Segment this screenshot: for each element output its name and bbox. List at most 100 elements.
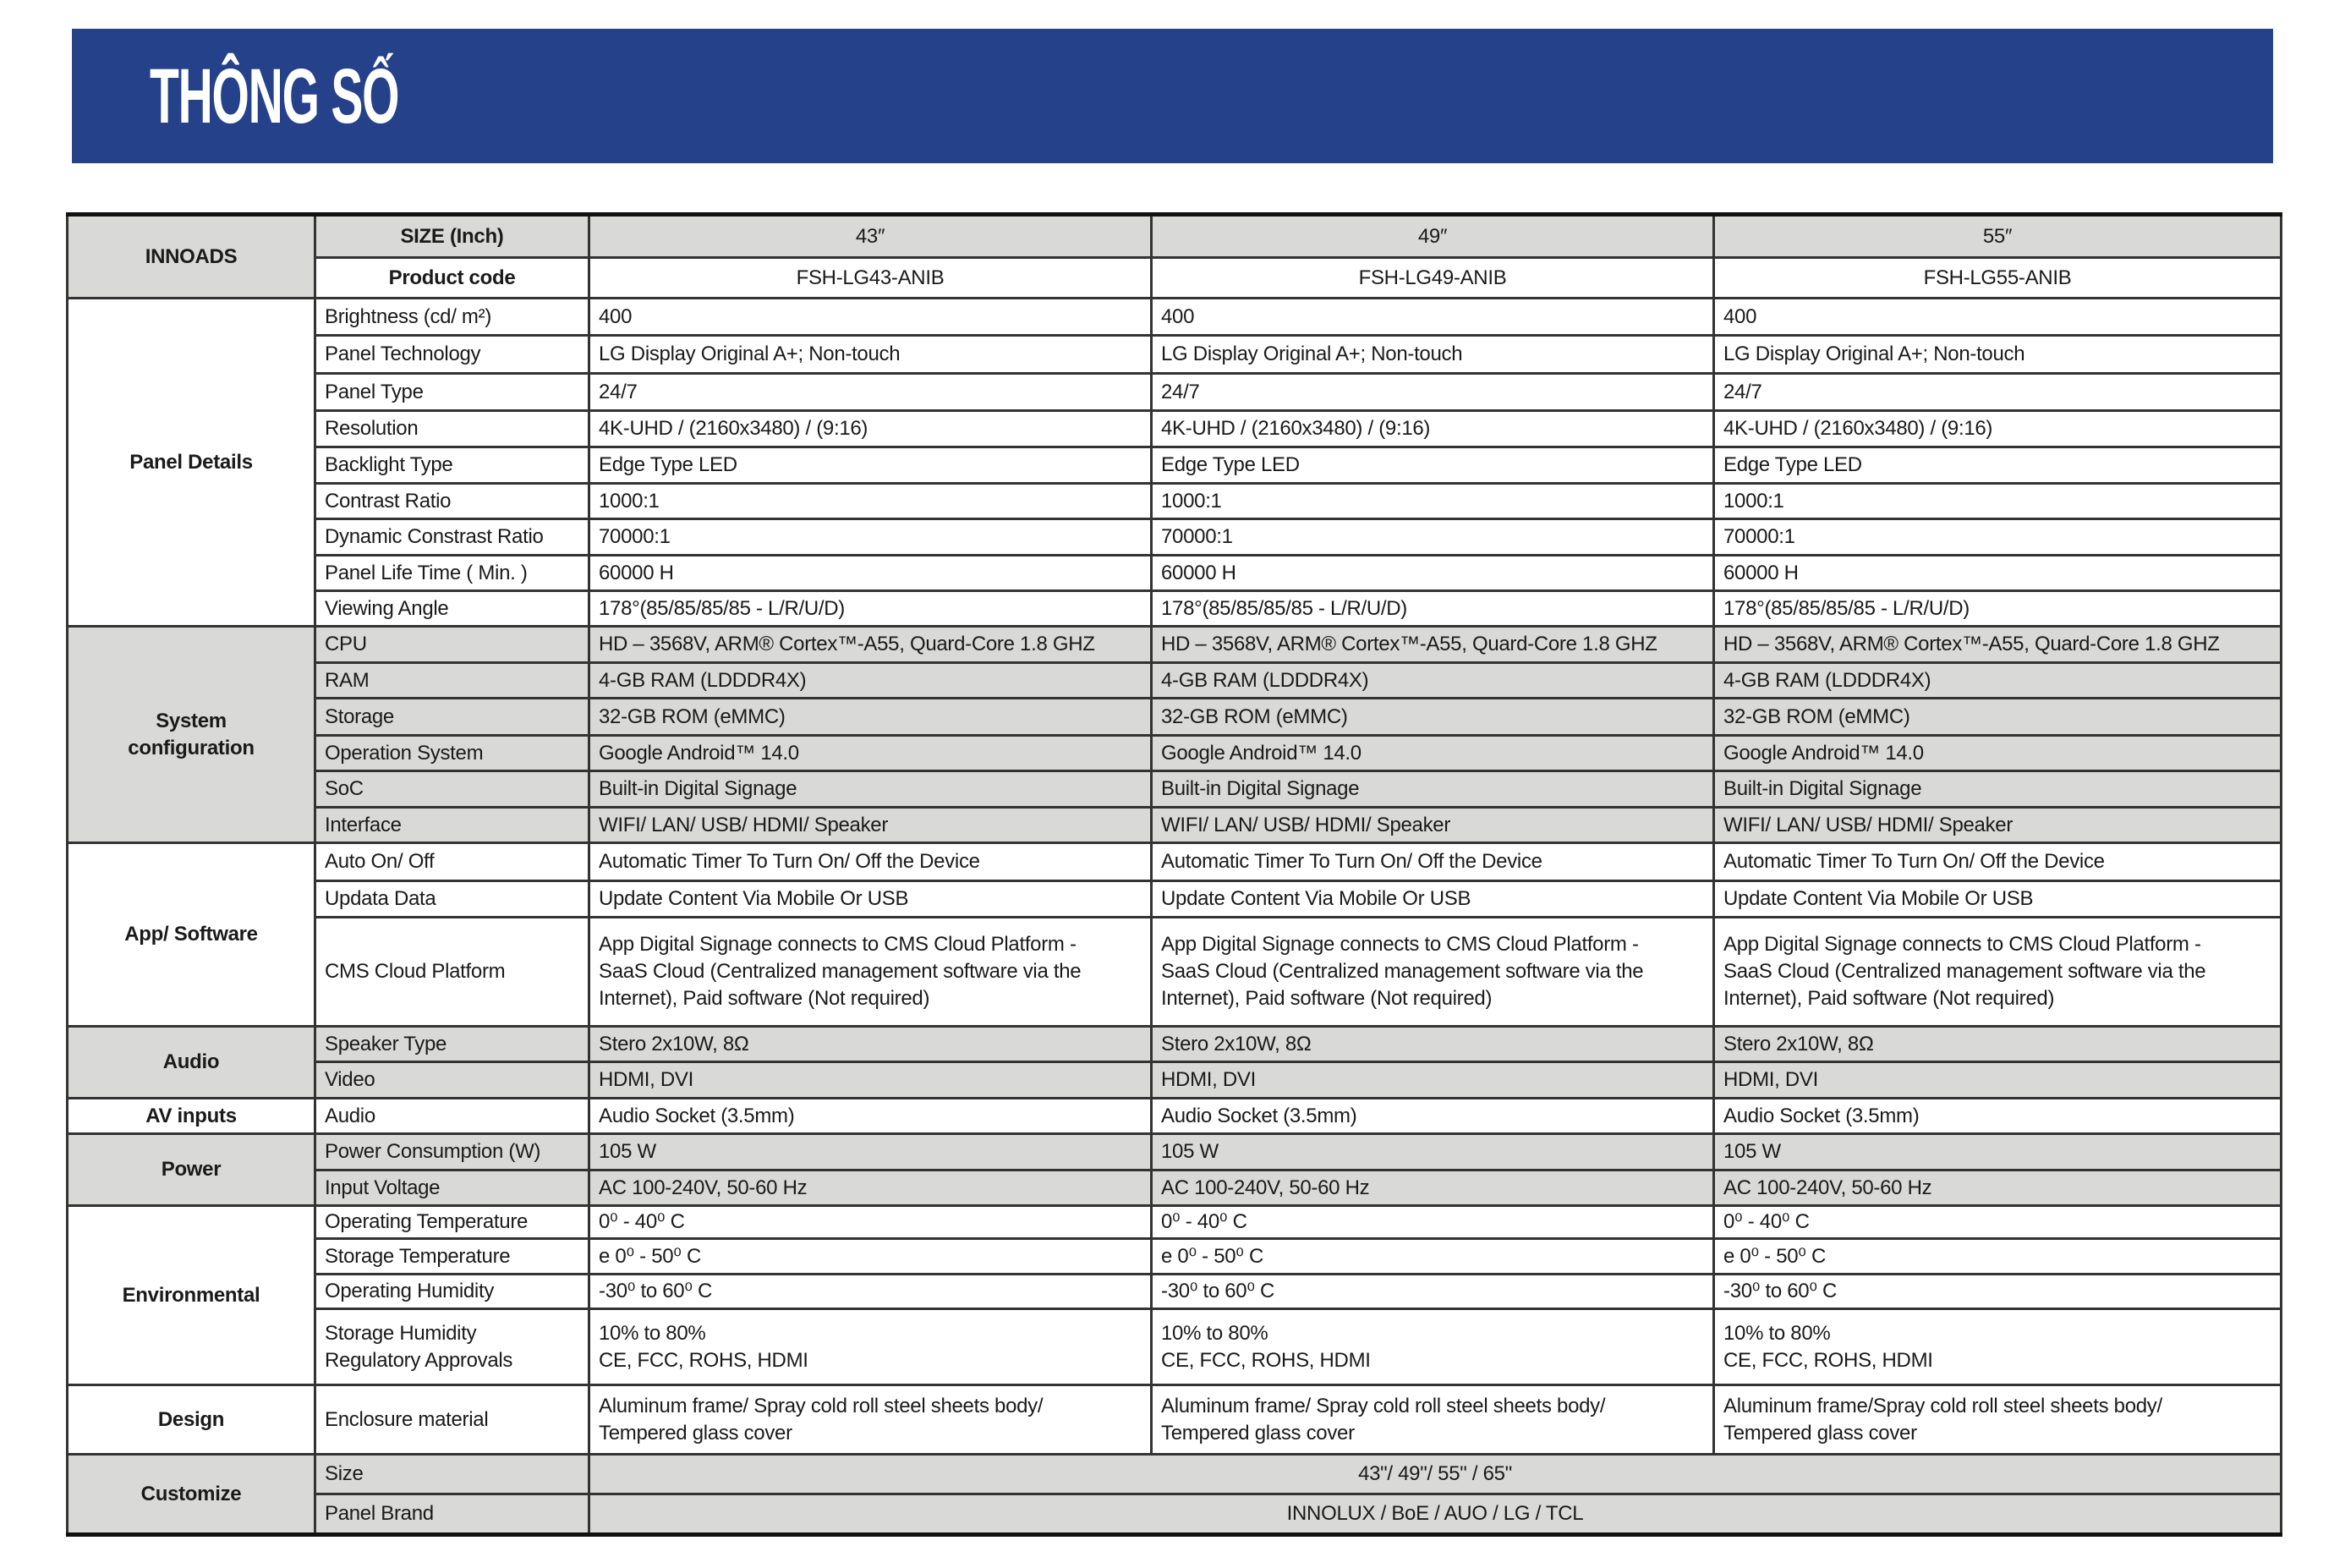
spec-value: 4K-UHD / (2160x3480) / (9:16): [588, 409, 1153, 448]
table-row: Input Voltage AC 100-240V, 50-60 Hz AC 100…: [68, 1169, 2282, 1207]
spec-value: 4-GB RAM (LDDDR4X): [1712, 661, 2282, 699]
section-label: System configuration: [66, 625, 316, 844]
spec-value: 105 W: [1712, 1132, 2282, 1171]
spec-value: 0⁰ - 40⁰ C: [1712, 1204, 2282, 1240]
table-row: Customize Size 43"/ 49"/ 55" / 65": [66, 1453, 2282, 1536]
code-label: Product code: [314, 256, 590, 299]
spec-value: -30⁰ to 60⁰ C: [1150, 1273, 1715, 1310]
spec-label: Resolution: [314, 409, 590, 448]
spec-value: Edge Type LED: [1712, 446, 2282, 485]
spec-value: 105 W: [588, 1132, 1153, 1171]
spec-label: Size: [314, 1453, 590, 1495]
header-row-code: Product code FSH-LG43-ANIB FSH-LG49-ANIB…: [68, 256, 2282, 299]
spec-value: HDMI, DVI: [1150, 1061, 1715, 1099]
spec-value: 10% to 80% CE, FCC, ROHS, HDMI: [1150, 1308, 1715, 1386]
spec-value: 0⁰ - 40⁰ C: [1150, 1204, 1715, 1240]
spec-value: 178°(85/85/85/85 - L/R/U/D): [1712, 589, 2282, 628]
spec-value: 32-GB ROM (eMMC): [1150, 697, 1715, 737]
table-row: Operating Humidity -30⁰ to 60⁰ C -30⁰ to 6…: [68, 1273, 2282, 1310]
spec-value: Built-in Digital Signage: [588, 770, 1153, 809]
spec-value: 1000:1: [588, 482, 1153, 520]
spec-value: HD – 3568V, ARM® Cortex™-A55, Quard-Core…: [588, 625, 1153, 664]
title-banner: THÔNG SỐ: [72, 29, 2273, 163]
spec-value: Automatic Timer To Turn On/ Off the Devi…: [1712, 842, 2282, 882]
spec-label: Panel Brand: [314, 1493, 590, 1536]
table-row: Backlight Type Edge Type LED Edge Type LED…: [68, 446, 2282, 485]
code-43: FSH-LG43-ANIB: [588, 256, 1153, 299]
page-title: THÔNG SỐ: [150, 53, 400, 140]
spec-value: 178°(85/85/85/85 - L/R/U/D): [588, 589, 1153, 628]
spec-value: 70000:1: [1712, 518, 2282, 556]
spec-label: Viewing Angle: [314, 589, 590, 628]
spec-value: Automatic Timer To Turn On/ Off the Devi…: [588, 842, 1153, 882]
table-row: Storage Humidity Regulatory Approvals 10%…: [68, 1308, 2282, 1386]
spec-value: -30⁰ to 60⁰ C: [1712, 1273, 2282, 1310]
spec-value: 70000:1: [1150, 518, 1715, 556]
spec-value: 400: [1712, 297, 2282, 337]
section-label: Power: [66, 1132, 316, 1207]
spec-value: Audio Socket (3.5mm): [1150, 1097, 1715, 1135]
spec-value: Stero 2x10W, 8Ω: [588, 1025, 1153, 1063]
spec-label: Power Consumption (W): [314, 1132, 590, 1171]
spec-value: Edge Type LED: [588, 446, 1153, 485]
table-row: CMS Cloud Platform App Digital Signage co…: [68, 916, 2282, 1028]
spec-label: Brightness (cd/ m²): [314, 297, 590, 337]
spec-label: SoC: [314, 770, 590, 809]
spec-value: Built-in Digital Signage: [1150, 770, 1715, 809]
table-row: Panel Technology LG Display Original A+;…: [68, 334, 2282, 375]
spec-value: 60000 H: [588, 554, 1153, 592]
spec-label: Video: [314, 1061, 590, 1099]
table-row: Panel Brand INNOLUX / BoE / AUO / LG / TC…: [68, 1493, 2282, 1536]
table-row: Viewing Angle 178°(85/85/85/85 - L/R/U/D)…: [68, 589, 2282, 628]
spec-value: HD – 3568V, ARM® Cortex™-A55, Quard-Core…: [1712, 625, 2282, 664]
spec-value: LG Display Original A+; Non-touch: [1712, 334, 2282, 375]
section-label: Customize: [66, 1453, 316, 1536]
spec-label: Storage Temperature: [314, 1237, 590, 1275]
spec-label: CPU: [314, 625, 590, 664]
spec-value: 4K-UHD / (2160x3480) / (9:16): [1712, 409, 2282, 448]
spec-value: Update Content Via Mobile Or USB: [588, 880, 1153, 918]
spec-label: Panel Life Time ( Min. ): [314, 554, 590, 592]
spec-value: AC 100-240V, 50-60 Hz: [1712, 1169, 2282, 1207]
section-label: AV inputs: [66, 1097, 316, 1135]
spec-value: Aluminum frame/ Spray cold roll steel sh…: [588, 1384, 1153, 1456]
brand-cell: INNOADS: [66, 213, 316, 299]
spec-value: Aluminum frame/Spray cold roll steel she…: [1712, 1384, 2282, 1456]
spec-value: 60000 H: [1150, 554, 1715, 592]
spec-value: App Digital Signage connects to CMS Clou…: [1712, 916, 2282, 1028]
spec-label: Panel Technology: [314, 334, 590, 375]
table-row: Resolution 4K-UHD / (2160x3480) / (9:16) 4…: [68, 409, 2282, 448]
spec-value: Edge Type LED: [1150, 446, 1715, 485]
spec-label: RAM: [314, 661, 590, 699]
table-row: Interface WIFI/ LAN/ USB/ HDMI/ Speaker WI…: [68, 806, 2282, 844]
spec-value: Google Android™ 14.0: [588, 734, 1153, 772]
spec-label: CMS Cloud Platform: [314, 916, 590, 1028]
table-row: Video HDMI, DVI HDMI, DVI HDMI, DVI: [68, 1061, 2282, 1099]
spec-value: e 0⁰ - 50⁰ C: [1150, 1237, 1715, 1275]
spec-label: Operation System: [314, 734, 590, 772]
spec-value: 24/7: [588, 372, 1153, 412]
spec-value: Stero 2x10W, 8Ω: [1712, 1025, 2282, 1063]
spec-value: 4-GB RAM (LDDDR4X): [588, 661, 1153, 699]
table-row: Environmental Operating Temperature 0⁰ - 4…: [66, 1204, 2282, 1386]
spec-value: 0⁰ - 40⁰ C: [588, 1204, 1153, 1240]
spec-label: Backlight Type: [314, 446, 590, 485]
code-55: FSH-LG55-ANIB: [1712, 256, 2282, 299]
spec-label: Input Voltage: [314, 1169, 590, 1207]
spec-label: Enclosure material: [314, 1384, 590, 1456]
table-row: RAM 4-GB RAM (LDDDR4X) 4-GB RAM (LDDDR4X) 4…: [68, 661, 2282, 699]
spec-value: HD – 3568V, ARM® Cortex™-A55, Quard-Core…: [1150, 625, 1715, 664]
header-row-size: INNOADS SIZE (Inch) 43″ 49″ 55″: [66, 213, 2282, 299]
spec-value: 400: [588, 297, 1153, 337]
section-label: Panel Details: [66, 297, 316, 628]
size-49: 49″: [1150, 213, 1715, 259]
spec-value: Built-in Digital Signage: [1712, 770, 2282, 809]
spec-label: Audio: [314, 1097, 590, 1135]
spec-value: 1000:1: [1712, 482, 2282, 520]
spec-value: HDMI, DVI: [1712, 1061, 2282, 1099]
table-row: Panel Life Time ( Min. ) 60000 H 60000 H 60…: [68, 554, 2282, 592]
spec-value: 24/7: [1712, 372, 2282, 412]
spec-value: HDMI, DVI: [588, 1061, 1153, 1099]
table-row: App/ Software Auto On/ Off Automatic Timer…: [66, 842, 2282, 1028]
spec-label: Storage Humidity Regulatory Approvals: [314, 1308, 590, 1386]
